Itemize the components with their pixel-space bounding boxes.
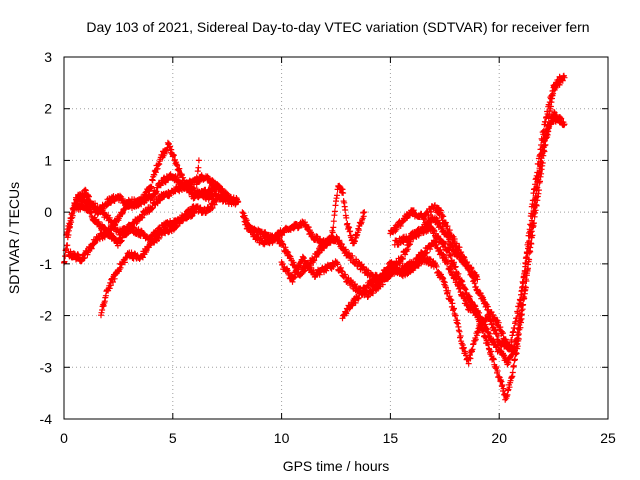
plot-border: [63, 56, 609, 420]
y-tick-label: 0: [44, 204, 52, 220]
x-axis-label: GPS time / hours: [283, 458, 390, 474]
series-track-11-points: [391, 73, 564, 368]
y-tick-label: -2: [40, 308, 53, 324]
series-track-8-points: [278, 72, 568, 403]
x-tick-label: 15: [383, 430, 399, 446]
y-tick-label: 3: [44, 49, 52, 65]
y-tick-label: -4: [40, 411, 53, 427]
y-tick-label: 2: [44, 101, 52, 117]
y-tick-label: 1: [44, 152, 52, 168]
chart-title: Day 103 of 2021, Sidereal Day-to-day VTE…: [86, 19, 589, 35]
axis-ticks: 0 5 10 15 20 25 -4 -3 -2 -1 0 1 2 3: [40, 49, 616, 446]
x-tick-label: 20: [491, 430, 507, 446]
y-tick-label: -1: [40, 256, 53, 272]
x-tick-label: 0: [60, 430, 68, 446]
y-tick-label: -3: [40, 359, 53, 375]
series-track-5-points: [65, 157, 202, 265]
series-track-4-points: [98, 197, 220, 319]
x-tick-label: 25: [600, 430, 616, 446]
x-tick-label: 10: [274, 430, 290, 446]
x-tick-label: 5: [169, 430, 177, 446]
y-axis-label: SDTVAR / TECUs: [6, 182, 22, 294]
data-points: [61, 72, 568, 403]
series-track-6-points: [239, 209, 481, 286]
